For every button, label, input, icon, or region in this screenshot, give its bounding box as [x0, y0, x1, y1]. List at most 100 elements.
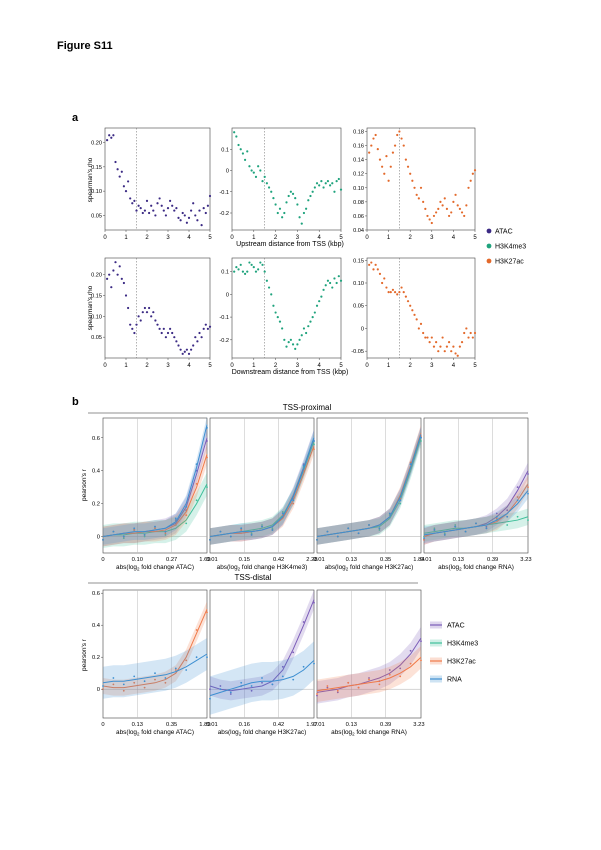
panel-a-xlabel-upstream: Upstream distance from TSS (kbp) — [236, 241, 344, 248]
data-point — [454, 193, 457, 196]
x-tick-label: 1.89 — [199, 722, 210, 728]
data-point — [174, 517, 177, 520]
data-point — [378, 529, 381, 531]
data-point — [393, 144, 397, 147]
data-point — [398, 290, 401, 294]
data-point — [263, 270, 266, 273]
data-point — [316, 693, 318, 695]
data-point — [347, 527, 350, 530]
data-point — [409, 304, 412, 307]
x-tick-label: 4 — [318, 363, 322, 369]
data-point — [302, 665, 305, 668]
data-point — [485, 525, 488, 528]
data-point — [171, 331, 174, 335]
data-point — [463, 331, 466, 335]
data-point — [281, 216, 284, 219]
data-point — [118, 265, 121, 268]
data-point — [385, 155, 388, 158]
data-point — [181, 352, 184, 355]
y-tick-label: 0.06 — [353, 214, 364, 220]
data-point — [419, 186, 423, 189]
data-point — [102, 538, 104, 541]
data-point — [164, 681, 167, 684]
data-point — [506, 515, 509, 518]
data-point — [204, 211, 207, 215]
x-tick-label: 1.97 — [306, 722, 317, 728]
data-point — [122, 689, 125, 692]
y-tick-label: 0.4 — [92, 623, 101, 629]
data-point — [368, 263, 371, 266]
data-point — [272, 304, 275, 307]
plot-a-up-h3k27: 0 1 2 3 4 5 0.04 0.06 0.08 0.10 0.12 0.14 0.16 0.18 — [353, 127, 477, 241]
data-point — [174, 667, 177, 670]
data-point — [347, 681, 350, 684]
data-point — [133, 331, 136, 335]
data-point — [413, 313, 416, 316]
data-point — [139, 319, 142, 322]
y-tick-label: 0.6 — [92, 591, 100, 597]
data-point — [250, 689, 253, 692]
x-tick-label: 0.15 — [239, 557, 250, 563]
data-point — [475, 522, 477, 525]
data-point — [326, 279, 330, 282]
confidence-band — [103, 427, 207, 547]
data-point — [285, 345, 288, 348]
data-point — [243, 272, 247, 276]
data-point — [399, 499, 402, 502]
x-tick-label: 3 — [430, 363, 434, 369]
data-point — [471, 336, 474, 339]
data-point — [250, 532, 253, 535]
x-tick-label: 0 — [103, 363, 107, 369]
x-tick-label: 1 — [387, 363, 391, 369]
x-tick-label: 2 — [409, 363, 413, 369]
data-point — [495, 512, 498, 515]
data-point — [387, 290, 390, 294]
x-tick-label: 5 — [208, 235, 212, 241]
x-tick-label: 1 — [124, 235, 128, 241]
data-point — [271, 527, 274, 530]
data-point — [357, 532, 360, 535]
data-point — [198, 331, 201, 335]
x-tick-label: 0.39 — [487, 557, 498, 563]
data-point — [278, 207, 282, 210]
x-tick-label: 1 — [252, 363, 256, 369]
x-tick-label: 0.42 — [273, 557, 284, 563]
data-point — [118, 175, 121, 178]
data-point — [381, 165, 384, 168]
x-tick-label: 2 — [274, 363, 278, 369]
data-point — [463, 214, 466, 218]
data-point — [307, 325, 310, 328]
data-point — [454, 352, 457, 355]
data-point — [426, 214, 429, 218]
trend-line — [209, 660, 315, 697]
y-tick-label: 0.2 — [92, 655, 100, 661]
data-point — [281, 675, 284, 678]
data-point — [305, 207, 308, 210]
legend-label: H3K27ac — [447, 659, 476, 666]
data-point — [150, 204, 153, 207]
legend-marker — [486, 243, 492, 249]
data-point — [388, 669, 391, 671]
data-point — [185, 669, 188, 671]
data-point — [229, 535, 232, 538]
x-tick-label: 2 — [145, 235, 149, 241]
data-point — [110, 286, 113, 289]
data-point — [337, 177, 340, 181]
data-point — [206, 440, 208, 442]
data-point — [274, 311, 277, 314]
data-point — [122, 537, 125, 540]
data-point — [150, 315, 153, 318]
header-distal: TSS-distal — [235, 573, 272, 582]
data-point — [423, 537, 425, 540]
data-point — [316, 694, 318, 697]
data-point — [148, 306, 151, 310]
confidence-band — [424, 482, 528, 544]
data-point — [465, 327, 468, 330]
plot-b-prox-rna: 0.01 0.13 0.39 3.23 abs(log2 fold change RNA… — [420, 417, 532, 572]
confidence-band — [317, 426, 421, 545]
x-tick-label: 0.01 — [313, 722, 324, 728]
data-point — [447, 340, 451, 344]
y-tick-label: 0.05 — [353, 304, 364, 310]
x-tick-label: 4 — [187, 235, 191, 241]
data-point — [428, 218, 431, 221]
